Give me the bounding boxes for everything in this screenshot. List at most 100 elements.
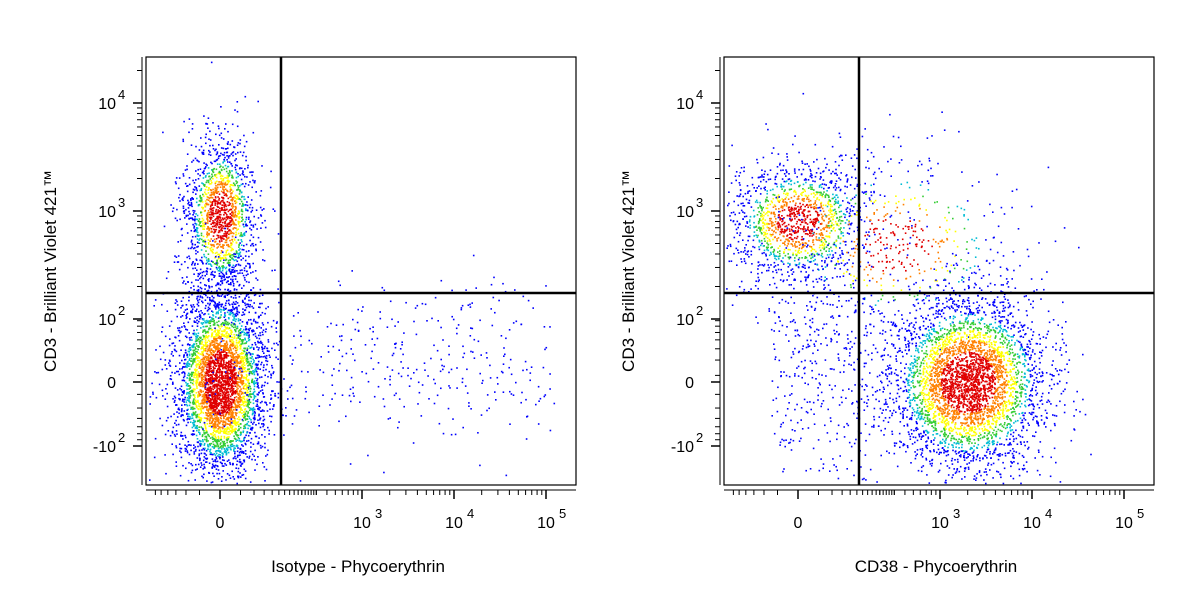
event-dot bbox=[220, 480, 223, 482]
event-dot bbox=[224, 394, 227, 397]
event-dot bbox=[273, 404, 275, 406]
event-dot bbox=[232, 356, 234, 358]
event-dot bbox=[212, 144, 214, 147]
event-dot bbox=[223, 391, 226, 393]
event-dot bbox=[236, 456, 239, 458]
event-dot bbox=[216, 472, 218, 475]
event-dot bbox=[227, 190, 229, 193]
event-dot bbox=[208, 233, 210, 236]
event-dot bbox=[197, 394, 200, 397]
event-dot bbox=[220, 237, 223, 239]
event-dot bbox=[163, 225, 166, 228]
event-dot bbox=[218, 440, 220, 443]
event-dot bbox=[223, 233, 225, 235]
event-dot bbox=[174, 181, 177, 183]
event-dot bbox=[240, 183, 243, 186]
event-dot bbox=[238, 451, 241, 454]
event-dot bbox=[202, 331, 204, 333]
event-dot bbox=[184, 444, 186, 446]
event-dot bbox=[152, 393, 154, 395]
event-dot bbox=[214, 174, 216, 176]
event-dot bbox=[217, 455, 219, 457]
event-dot bbox=[245, 295, 248, 297]
event-dot bbox=[225, 347, 227, 350]
event-dot bbox=[216, 262, 219, 265]
event-dot bbox=[188, 388, 190, 390]
event-dot bbox=[226, 289, 229, 291]
event-dot bbox=[233, 259, 236, 262]
event-dot bbox=[189, 217, 192, 219]
event-dot bbox=[211, 394, 213, 396]
event-dot bbox=[216, 289, 218, 292]
event-dot bbox=[260, 340, 262, 343]
event-dot bbox=[204, 191, 206, 194]
event-dot bbox=[235, 307, 237, 309]
event-dot bbox=[199, 316, 202, 319]
event-dot bbox=[239, 397, 241, 399]
event-dot bbox=[198, 340, 201, 343]
event-dot bbox=[234, 358, 236, 360]
event-dot bbox=[193, 225, 196, 228]
event-dot bbox=[221, 229, 223, 232]
event-dot bbox=[246, 398, 248, 401]
event-dot bbox=[180, 456, 183, 459]
event-dot bbox=[176, 411, 178, 413]
event-dot bbox=[230, 414, 232, 416]
event-dot bbox=[211, 361, 214, 364]
event-dot bbox=[217, 376, 219, 378]
event-dot bbox=[217, 253, 219, 256]
event-dot bbox=[209, 200, 211, 203]
event-dot bbox=[215, 191, 217, 194]
event-dot bbox=[209, 327, 212, 330]
event-dot bbox=[227, 348, 229, 350]
event-dot bbox=[224, 227, 227, 230]
event-dot bbox=[216, 205, 219, 208]
event-dot bbox=[244, 401, 246, 404]
event-dot bbox=[225, 383, 228, 386]
event-dot bbox=[236, 229, 238, 231]
event-dot bbox=[249, 327, 252, 330]
event-dot bbox=[216, 294, 219, 297]
event-dot bbox=[227, 130, 229, 133]
event-dot bbox=[213, 367, 215, 370]
event-dot bbox=[179, 368, 181, 370]
event-dot bbox=[242, 430, 245, 432]
event-dot bbox=[218, 359, 220, 362]
event-dot bbox=[200, 347, 203, 350]
event-dot bbox=[242, 357, 244, 360]
event-dot bbox=[227, 147, 229, 150]
event-dot bbox=[180, 447, 183, 450]
event-dot bbox=[224, 374, 226, 377]
event-dot bbox=[217, 383, 220, 385]
event-dot bbox=[195, 186, 198, 189]
event-dot bbox=[188, 363, 191, 366]
event-dot bbox=[200, 211, 202, 213]
event-dot bbox=[287, 398, 289, 400]
event-dot bbox=[240, 371, 242, 374]
event-dot bbox=[208, 228, 211, 231]
event-dot bbox=[199, 222, 201, 225]
event-dot bbox=[230, 199, 232, 201]
event-dot bbox=[212, 423, 214, 426]
event-dot bbox=[235, 164, 237, 166]
event-dot bbox=[244, 400, 246, 403]
event-dot bbox=[201, 300, 203, 303]
event-dot bbox=[180, 228, 183, 231]
event-dot bbox=[235, 234, 237, 236]
event-dot bbox=[211, 225, 214, 228]
event-dot bbox=[221, 227, 223, 229]
event-dot bbox=[208, 367, 211, 369]
event-dot bbox=[169, 375, 172, 377]
event-dot bbox=[173, 348, 176, 351]
event-dot bbox=[221, 224, 223, 227]
event-dot bbox=[162, 131, 164, 134]
event-dot bbox=[236, 181, 239, 183]
event-dot bbox=[213, 199, 216, 202]
event-dot bbox=[220, 311, 222, 313]
event-dot bbox=[251, 355, 253, 358]
event-dot bbox=[182, 376, 185, 379]
event-dot bbox=[232, 255, 235, 258]
event-dot bbox=[227, 405, 230, 408]
event-dot bbox=[193, 359, 196, 361]
event-dot bbox=[228, 428, 231, 430]
